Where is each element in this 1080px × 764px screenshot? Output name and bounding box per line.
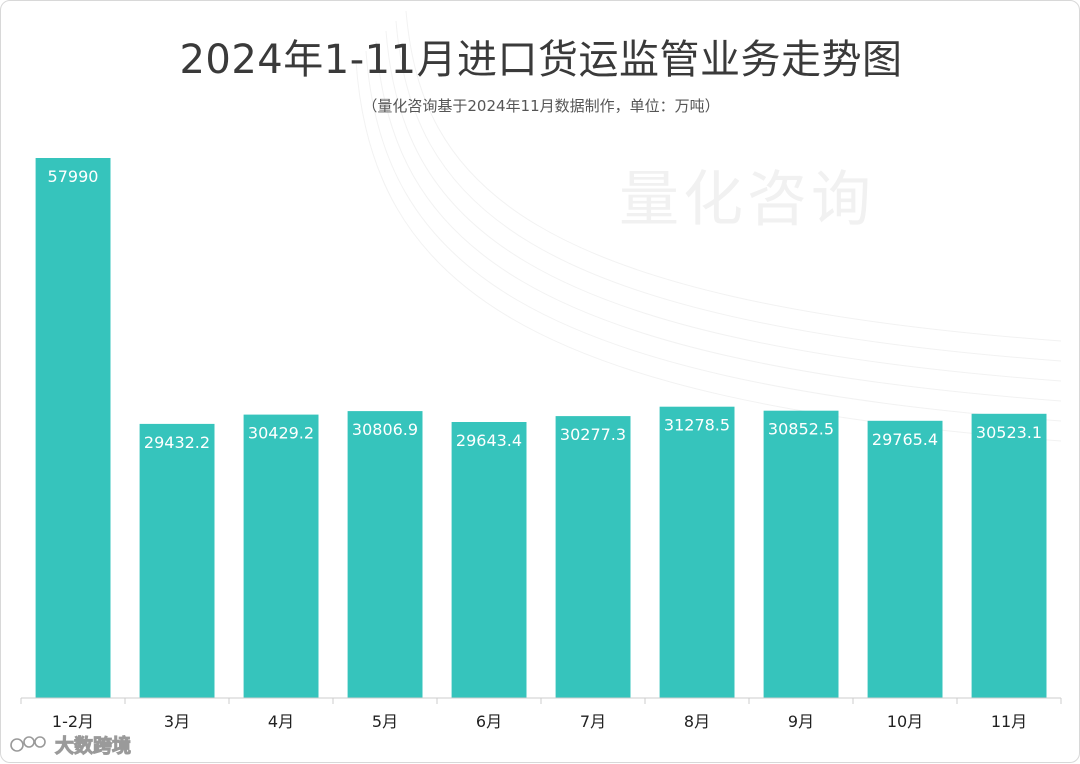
x-tick-label: 7月	[580, 712, 606, 731]
bar	[555, 416, 631, 698]
x-tick-label: 3月	[164, 712, 190, 731]
x-tick-label: 11月	[991, 712, 1027, 731]
logo-icon	[10, 736, 46, 752]
x-tick-label: 8月	[684, 712, 710, 731]
x-tick-labels: 1-2月 3月 4月 5月 6月 7月 8月 9月 10月 11月	[52, 712, 1027, 731]
bar	[35, 158, 111, 698]
bar	[867, 420, 943, 698]
bar-value-label: 30277.3	[560, 425, 626, 444]
background-decoration	[355, 10, 1062, 442]
page-subtitle: （量化咨询基于2024年11月数据制作，单位：万吨）	[362, 97, 720, 115]
bar	[243, 414, 319, 698]
bar-value-label: 29643.4	[456, 431, 522, 450]
bar-value-label: 30523.1	[976, 423, 1042, 442]
bars-layer: 57990 29432.2 30429.2 30806.9 29643.4 30277.3…	[35, 158, 1047, 698]
bar	[139, 423, 215, 698]
x-tick-label: 5月	[372, 712, 398, 731]
bar-value-label: 29765.4	[872, 430, 938, 449]
footer-logo-text: 大数跨境	[54, 734, 132, 757]
bar	[971, 413, 1047, 698]
x-tick-label: 6月	[476, 712, 502, 731]
x-tick-label: 4月	[268, 712, 294, 731]
x-tick-marks	[20, 698, 1062, 704]
bar-value-label: 31278.5	[664, 416, 730, 435]
bar-value-label: 30852.5	[768, 420, 834, 439]
bar-value-label: 29432.2	[144, 433, 210, 452]
bar-value-label: 30806.9	[352, 420, 418, 439]
x-tick-label: 10月	[887, 712, 923, 731]
footer-logo: 大数跨境	[9, 730, 132, 758]
bar-value-label: 57990	[48, 167, 99, 186]
bar	[347, 411, 423, 698]
bar	[659, 406, 735, 698]
x-tick-label: 1-2月	[52, 712, 94, 731]
page-title: 2024年1-11月进口货运监管业务走势图	[179, 37, 903, 83]
x-tick-label: 9月	[788, 712, 814, 731]
bar-value-label: 30429.2	[248, 424, 314, 443]
bar	[763, 410, 839, 698]
bar	[451, 422, 527, 698]
watermark-text: 量化咨询	[619, 165, 875, 235]
